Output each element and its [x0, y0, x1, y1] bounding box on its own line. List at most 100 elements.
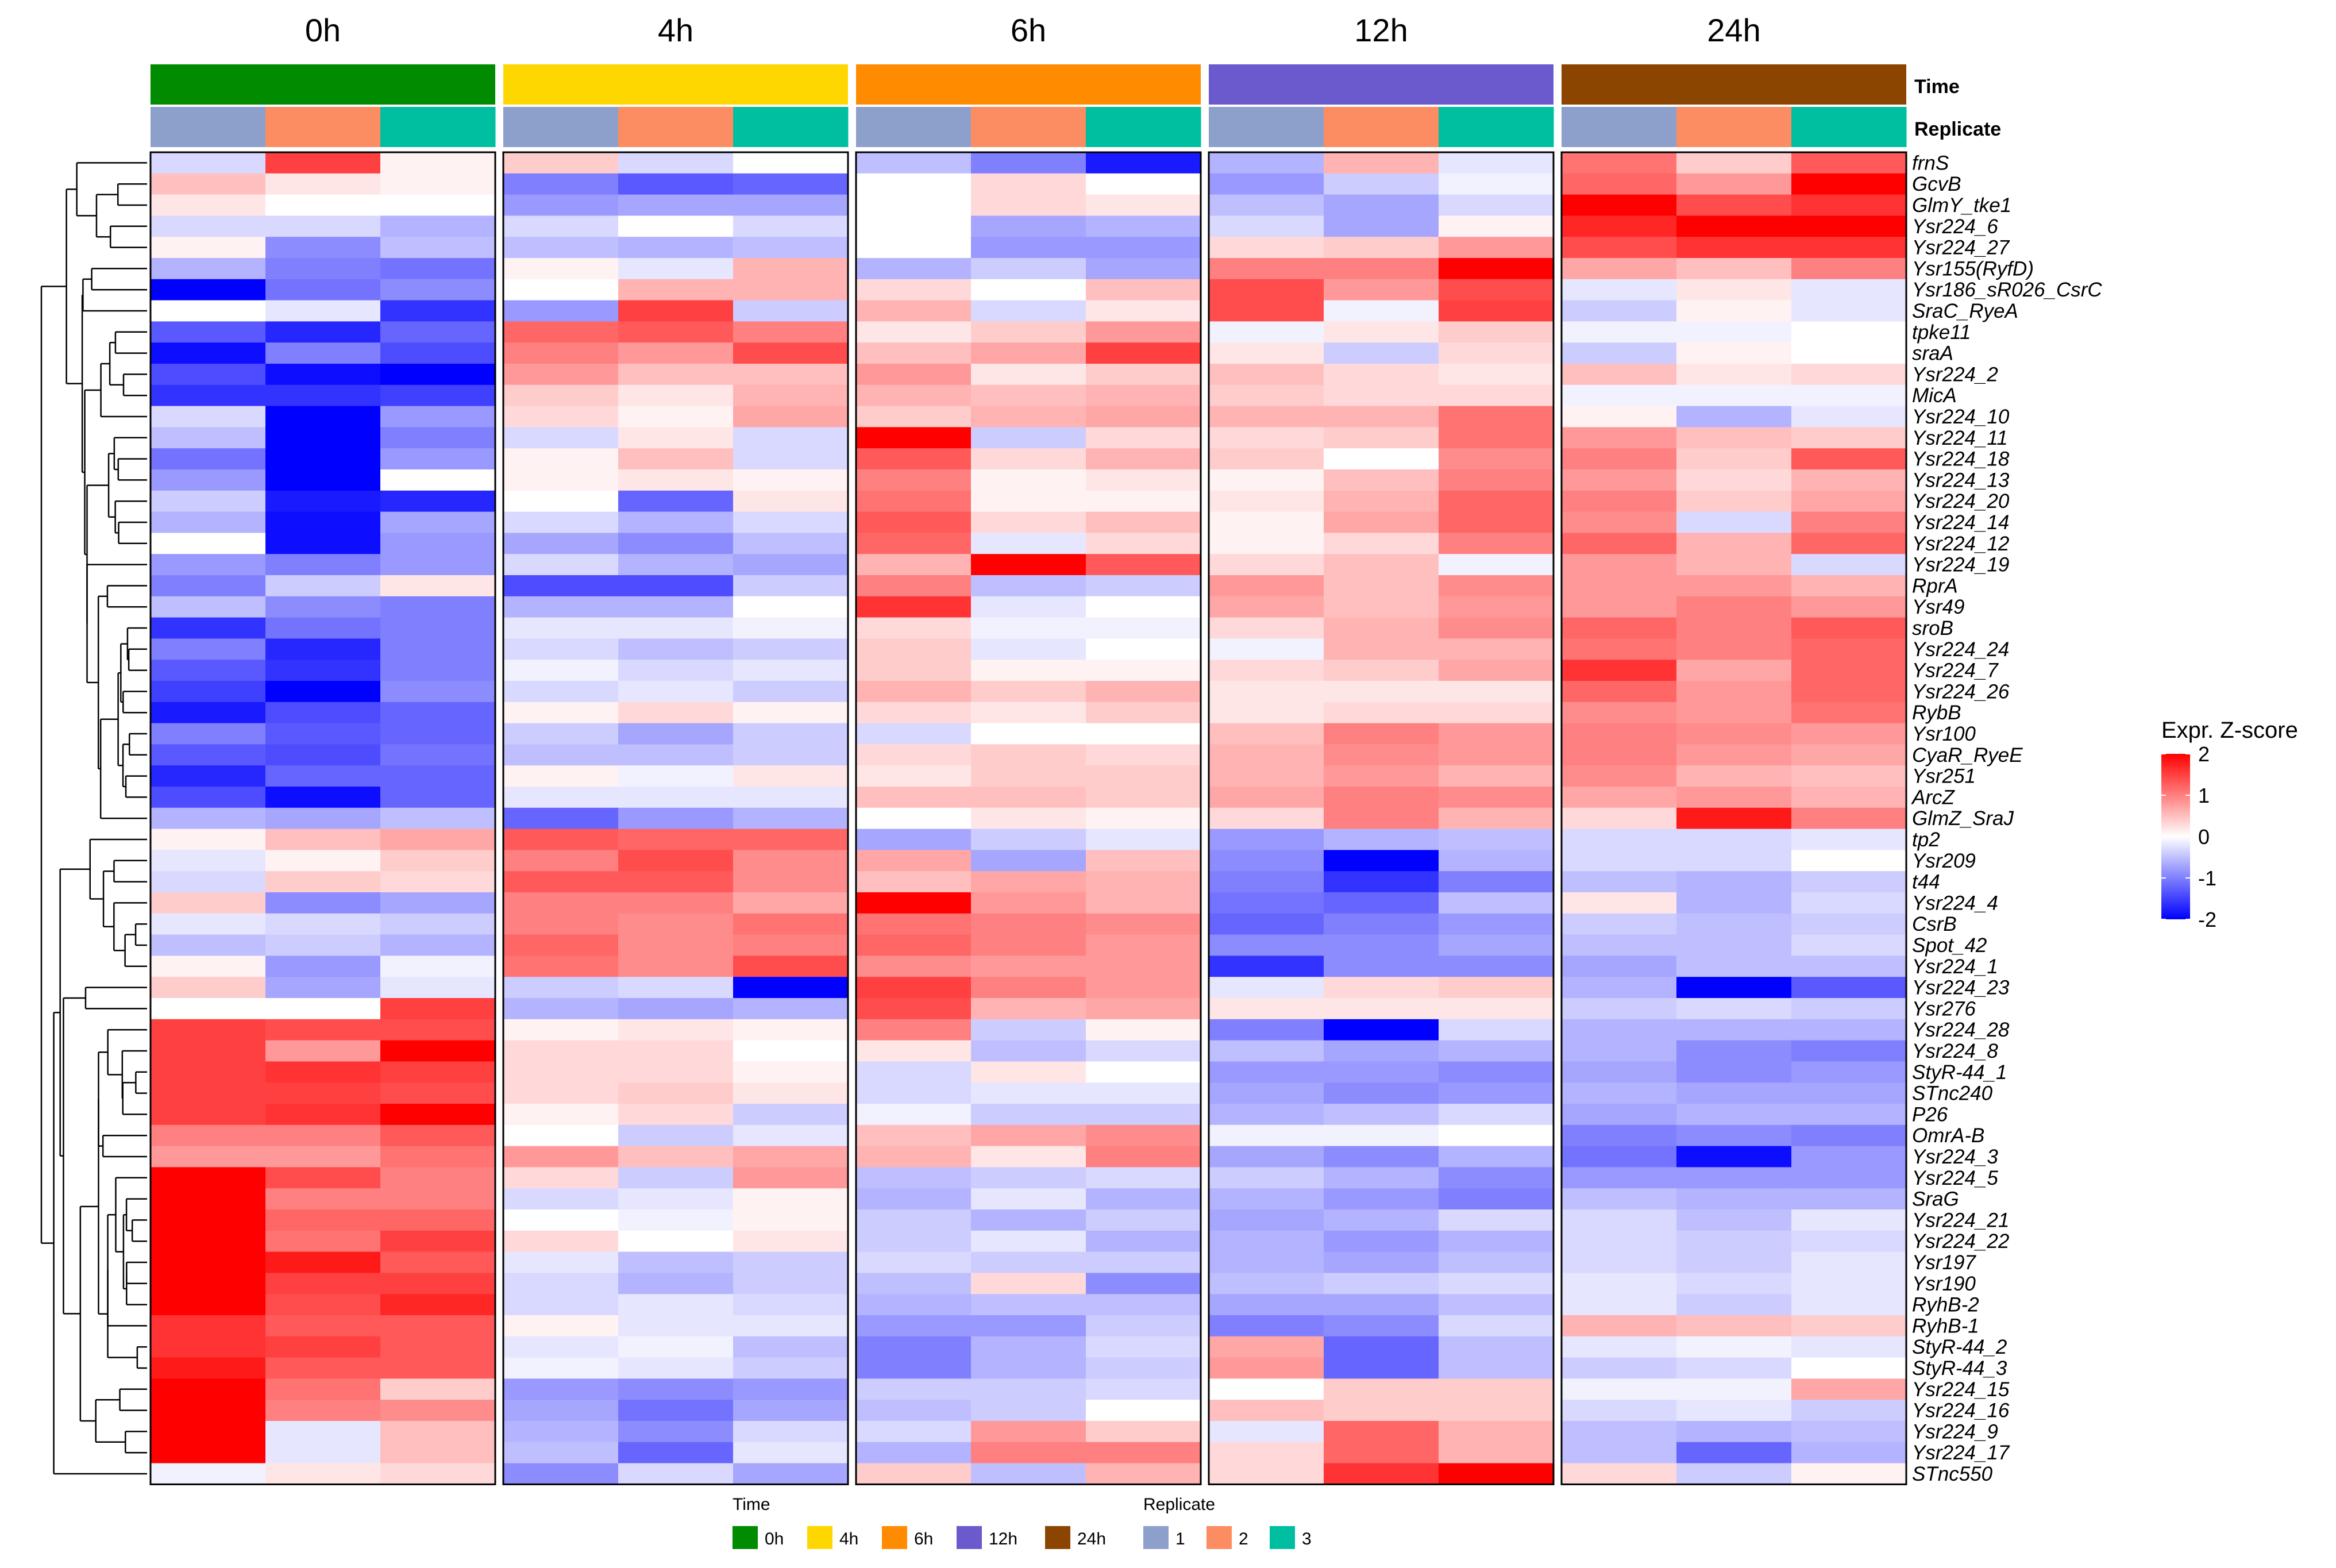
- heatmap-cell: [1562, 617, 1677, 639]
- heatmap-cell: [1086, 765, 1201, 787]
- heatmap-cell: [733, 702, 849, 724]
- heatmap-cell: [151, 384, 266, 407]
- row-label: t44: [1912, 871, 1940, 893]
- heatmap-cell: [265, 384, 381, 407]
- heatmap-cell: [1086, 934, 1201, 956]
- heatmap-cell: [1676, 1421, 1792, 1443]
- heatmap-cell: [1209, 469, 1324, 491]
- heatmap-cell: [1209, 850, 1324, 872]
- heatmap-cell: [1439, 1378, 1554, 1400]
- heatmap-cell: [1562, 1336, 1677, 1358]
- heatmap-cell: [856, 765, 972, 787]
- heatmap-cell: [380, 787, 496, 808]
- time-header-4h: 4h: [658, 12, 693, 48]
- heatmap-cell: [1324, 554, 1439, 576]
- heatmap-cell: [971, 977, 1086, 999]
- heatmap-cell: [1086, 448, 1201, 470]
- heatmap-cell: [265, 152, 381, 174]
- heatmap-cell: [1791, 956, 1907, 977]
- heatmap-cell: [1439, 321, 1554, 343]
- heatmap-cell: [380, 300, 496, 322]
- panel-frame: [855, 151, 1202, 1485]
- heatmap-cell: [503, 237, 619, 259]
- heatmap-cell: [265, 1167, 381, 1189]
- heatmap-cell: [380, 617, 496, 639]
- heatmap-cell: [380, 237, 496, 259]
- heatmap-cell: [1086, 1421, 1201, 1443]
- heatmap-cell: [971, 1357, 1086, 1379]
- heatmap-cells: [151, 152, 1907, 1485]
- row-label: frnS: [1912, 152, 1949, 174]
- heatmap-cell: [1324, 744, 1439, 766]
- heatmap-cell: [856, 258, 972, 280]
- heatmap-cell: [1439, 448, 1554, 470]
- replicate-annotation-cell: [380, 107, 496, 147]
- heatmap-cell: [265, 765, 381, 787]
- heatmap-cell: [1209, 871, 1324, 893]
- heatmap-cell: [856, 1209, 972, 1231]
- color-scale-legend: Expr. Z-score 2 1 0 -1 -2: [2161, 718, 2298, 931]
- heatmap-cell: [856, 279, 972, 301]
- heatmap-cell: [1086, 1061, 1201, 1083]
- row-label: Ysr224_8: [1912, 1040, 1998, 1062]
- heatmap-cell: [971, 1124, 1086, 1147]
- heatmap-cell: [856, 1019, 972, 1041]
- row-label: OmrA-B: [1912, 1124, 1984, 1147]
- replicate-legend-label: 1: [1175, 1530, 1185, 1548]
- heatmap-cell: [856, 427, 972, 449]
- heatmap-cell: [856, 364, 972, 386]
- heatmap-cell: [1324, 1315, 1439, 1337]
- heatmap-cell: [1324, 448, 1439, 470]
- heatmap-cell: [618, 1209, 734, 1231]
- heatmap-cell: [1086, 1273, 1201, 1295]
- heatmap-cell: [1086, 427, 1201, 449]
- heatmap-cell: [733, 787, 849, 808]
- heatmap-cell: [971, 723, 1086, 745]
- heatmap-cell: [733, 1082, 849, 1104]
- heatmap-cell: [618, 364, 734, 386]
- replicate-annotation-cell: [1209, 107, 1324, 147]
- heatmap-cell: [1086, 533, 1201, 554]
- heatmap-cell: [971, 638, 1086, 660]
- heatmap-cell: [265, 998, 381, 1020]
- heatmap-cell: [1439, 1040, 1554, 1062]
- heatmap-cell: [618, 300, 734, 322]
- heatmap-cell: [1324, 934, 1439, 956]
- time-legend-swatch: [957, 1526, 982, 1549]
- heatmap-cell: [1209, 427, 1324, 449]
- heatmap-cell: [1209, 1230, 1324, 1253]
- heatmap-cell: [733, 871, 849, 893]
- heatmap-cell: [151, 596, 266, 618]
- heatmap-cell: [380, 469, 496, 491]
- panel-frame: [502, 151, 849, 1485]
- heatmap-cell: [1439, 617, 1554, 639]
- heatmap-cell: [971, 1336, 1086, 1358]
- heatmap-cell: [151, 1040, 266, 1062]
- heatmap-cell: [1086, 1124, 1201, 1147]
- heatmap-cell: [1439, 1315, 1554, 1337]
- heatmap-cell: [1439, 956, 1554, 977]
- heatmap-cell: [971, 448, 1086, 470]
- heatmap-cell: [503, 1251, 619, 1273]
- heatmap-cell: [1086, 194, 1201, 216]
- heatmap-cell: [1086, 638, 1201, 660]
- heatmap-cell: [971, 1019, 1086, 1041]
- heatmap-cell: [971, 1442, 1086, 1464]
- heatmap-cell: [971, 850, 1086, 872]
- heatmap-cell: [1562, 913, 1677, 935]
- heatmap-cell: [856, 956, 972, 977]
- heatmap-cell: [265, 787, 381, 808]
- heatmap-cell: [733, 956, 849, 977]
- heatmap-cell: [618, 1040, 734, 1062]
- heatmap-cell: [1439, 575, 1554, 597]
- heatmap-cell: [1791, 702, 1907, 724]
- heatmap-cell: [618, 1230, 734, 1253]
- heatmap-cell: [265, 1421, 381, 1443]
- heatmap-cell: [1324, 384, 1439, 407]
- heatmap-cell: [1562, 807, 1677, 830]
- color-scale-title: Expr. Z-score: [2161, 718, 2298, 743]
- heatmap-cell: [1791, 1294, 1907, 1316]
- heatmap-cell: [1562, 384, 1677, 407]
- heatmap-cell: [1439, 1400, 1554, 1421]
- heatmap-cell: [380, 956, 496, 977]
